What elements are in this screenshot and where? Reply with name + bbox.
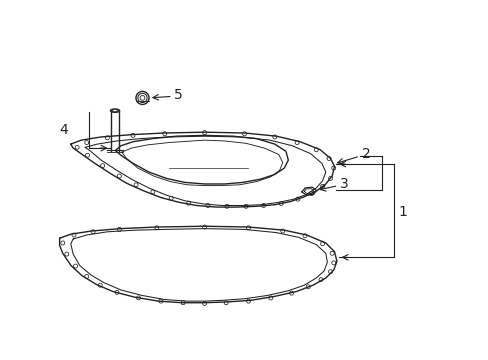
Text: 2: 2 xyxy=(362,147,370,161)
Text: 1: 1 xyxy=(398,205,407,219)
Text: 5: 5 xyxy=(174,88,183,102)
Text: 3: 3 xyxy=(340,177,348,191)
Text: 4: 4 xyxy=(59,123,67,137)
Ellipse shape xyxy=(110,109,120,112)
Ellipse shape xyxy=(112,109,118,112)
